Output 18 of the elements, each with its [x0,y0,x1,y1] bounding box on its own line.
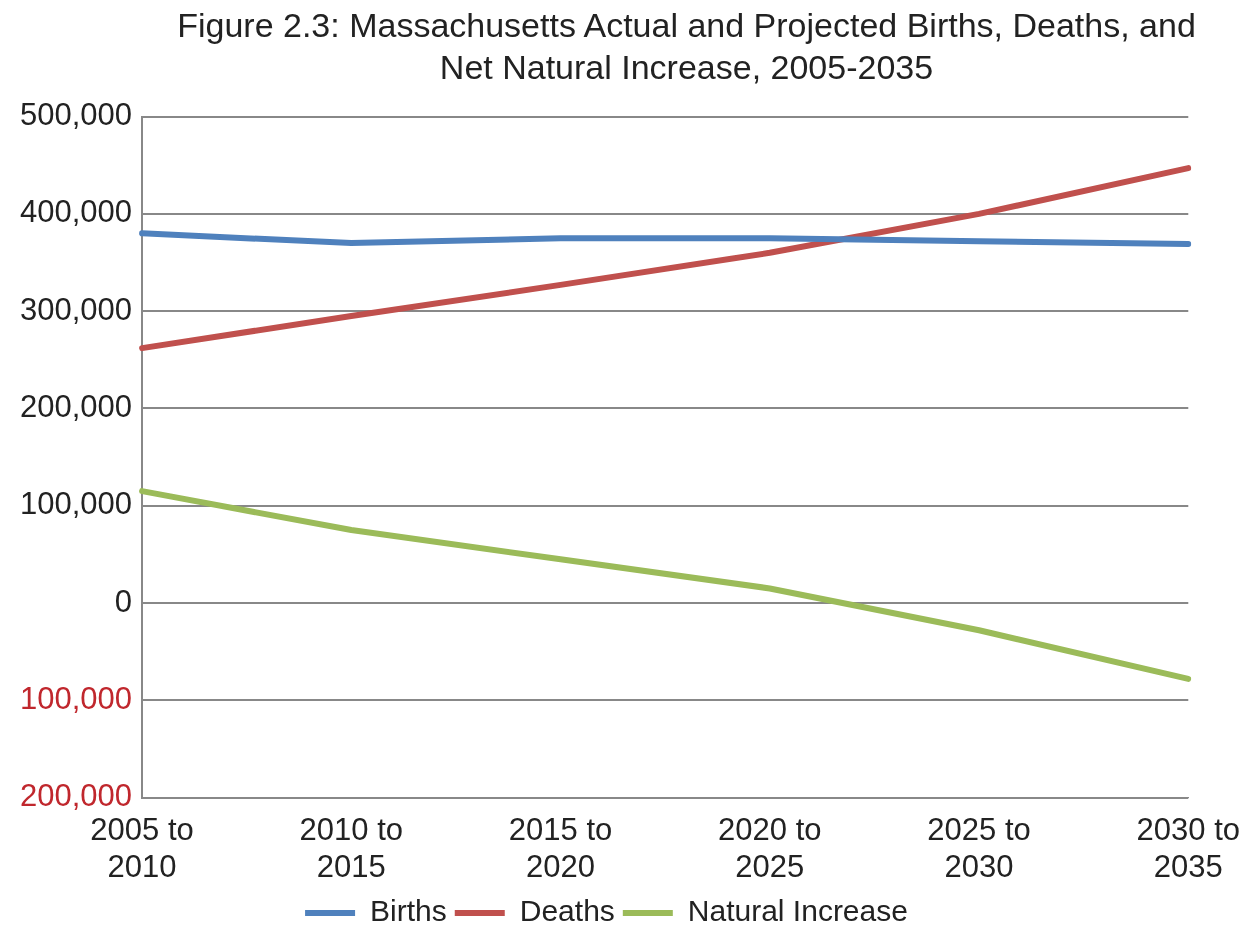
y-tick-label: 400,000 [19,194,133,230]
chart-title: Figure 2.3: Massachusetts Actual and Projected Births, Deaths, and Net Natural Increase, 2005-2035 [176,5,1197,88]
x-tick-label: 2015 to 2020 [508,811,613,884]
y-tick-label: 100,000 [19,486,133,522]
x-tick-label: 2030 to 2035 [1136,811,1240,884]
y-tick-label: 100,000 [19,680,133,716]
y-tick-label: 0 [114,583,133,619]
x-tick-label: 2010 to 2015 [299,811,404,884]
y-tick-label: 500,000 [19,97,133,133]
x-tick-label: 2005 to 2010 [90,811,194,884]
y-tick-label: 200,000 [19,778,133,814]
x-tick-label: 2020 to 2025 [718,811,822,884]
y-tick-label: 200,000 [19,389,133,424]
y-tick-label: 300,000 [19,291,133,327]
x-tick-label: 2025 to 2030 [927,811,1031,884]
legend-label: Births [370,894,447,928]
legend-label: Natural Increase [687,894,908,928]
legend-label: Deaths [519,894,615,928]
